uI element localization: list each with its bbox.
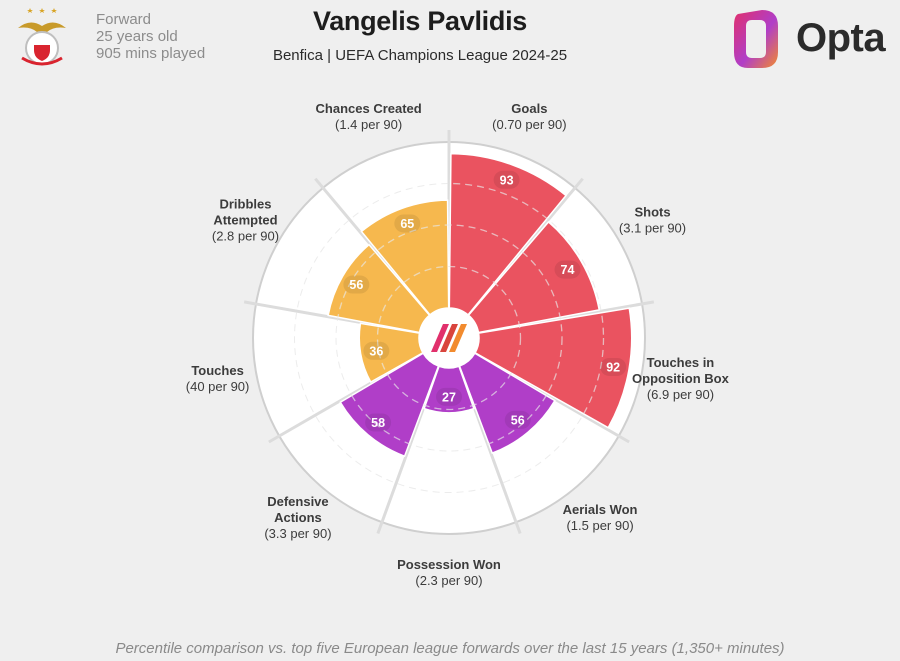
radar-bar (458, 352, 556, 455)
radar-gridline-muted (377, 266, 521, 410)
radar-gridline-muted (294, 183, 604, 493)
opta-logo-icon (734, 10, 778, 68)
svg-text:27: 27 (442, 390, 456, 404)
radar-gridline (335, 224, 563, 452)
radar-gridline-muted (335, 224, 563, 452)
category-label: Touches in Opposition Box (6.9 per 90) (632, 355, 730, 402)
radar-bar (448, 152, 568, 316)
value-label: 65 (394, 214, 421, 233)
category-label: Chances Created (1.4 per 90) (316, 101, 422, 132)
radar-bar (467, 220, 601, 334)
page-title: Vangelis Pavlidis (312, 6, 527, 36)
category-label: Shots (3.1 per 90) (619, 205, 686, 236)
radar-bar (423, 365, 475, 414)
radar-bar (474, 307, 633, 429)
value-label: 93 (493, 170, 520, 189)
center-logo-icon (431, 324, 467, 352)
radar-bar (327, 243, 431, 334)
player-age: 25 years old (96, 28, 178, 45)
value-label: 56 (343, 275, 370, 294)
player-minutes: 905 mins played (96, 45, 206, 62)
svg-text:92: 92 (606, 360, 620, 374)
value-label: 92 (600, 357, 627, 376)
category-label: Defensive Actions (3.3 per 90) (264, 494, 331, 541)
svg-text:74: 74 (561, 263, 575, 277)
benfica-crest-icon (18, 8, 66, 66)
radar-bar (339, 352, 440, 458)
category-label: Goals (0.70 per 90) (492, 101, 566, 132)
radar-gridline (376, 265, 522, 411)
svg-text:56: 56 (349, 278, 363, 292)
category-label: Touches (40 per 90) (186, 363, 250, 394)
svg-text:36: 36 (369, 344, 383, 358)
value-label: 58 (365, 413, 392, 432)
svg-text:65: 65 (400, 217, 414, 231)
player-position: Forward (96, 11, 152, 28)
radar-bar (360, 199, 450, 316)
brand-name: Opta (796, 16, 886, 60)
category-label: Possession Won (2.3 per 90) (397, 557, 501, 588)
svg-text:56: 56 (511, 413, 525, 427)
value-label: 36 (363, 341, 390, 360)
value-label: 74 (554, 260, 581, 279)
svg-text:93: 93 (500, 173, 514, 187)
value-label: 27 (436, 387, 462, 406)
value-label: 56 (504, 410, 531, 429)
player-meta: Forward 25 years old 905 mins played (96, 11, 205, 62)
radar-bar (358, 322, 424, 384)
footer-note: Percentile comparison vs. top five Europ… (115, 640, 785, 657)
category-label: Dribbles Attempted (2.8 per 90) (212, 197, 279, 244)
svg-text:58: 58 (371, 416, 385, 430)
category-label: Aerials Won (1.5 per 90) (563, 502, 638, 533)
radar-gridline (293, 182, 605, 494)
page-subtitle: Benfica | UEFA Champions League 2024-25 (272, 47, 568, 64)
